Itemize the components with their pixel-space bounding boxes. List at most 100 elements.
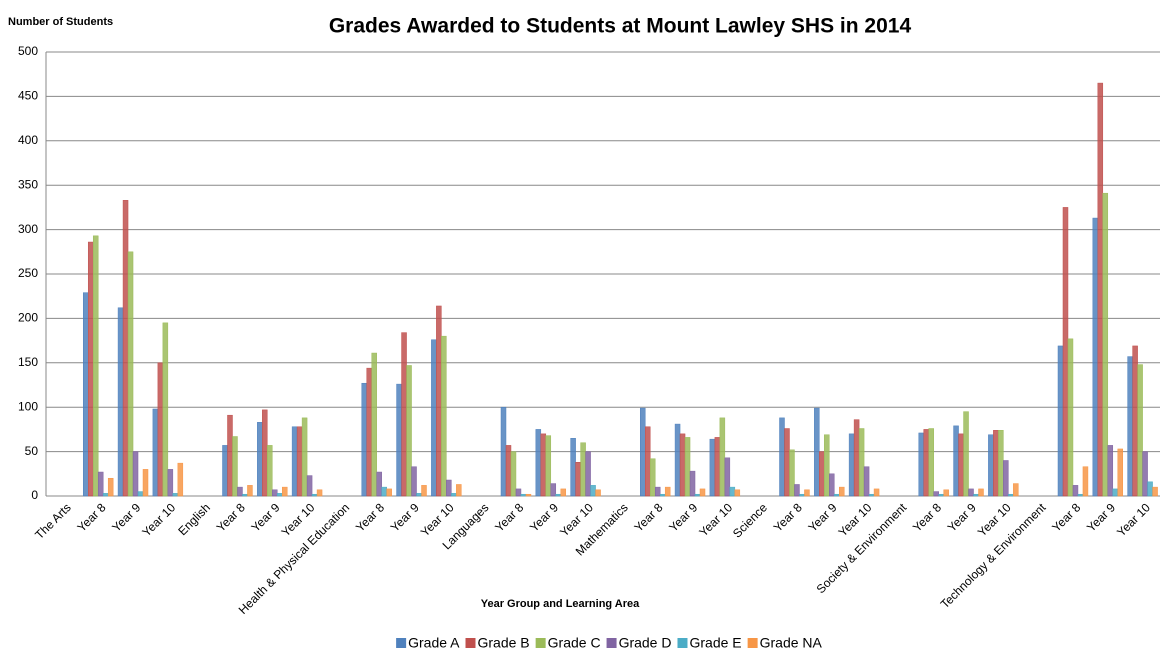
bar <box>784 428 790 497</box>
bar <box>679 433 686 497</box>
bar <box>446 479 452 497</box>
bar <box>719 417 726 497</box>
bar <box>381 486 387 497</box>
bar <box>306 475 313 497</box>
bar <box>873 488 880 497</box>
bar <box>689 470 696 497</box>
bar <box>411 466 417 497</box>
bar <box>436 305 442 497</box>
bar <box>1057 345 1064 497</box>
bar <box>267 445 273 497</box>
legend-label: Grade D <box>619 635 672 651</box>
bar <box>1117 448 1124 497</box>
bar <box>142 469 149 497</box>
bar <box>87 241 94 497</box>
bar <box>819 451 825 497</box>
bar <box>978 488 984 497</box>
legend: Grade A Grade B Grade C Grade D Grade E Grade… <box>396 635 823 651</box>
bar <box>968 488 974 497</box>
legend-label: Grade A <box>408 635 460 651</box>
bar <box>535 429 542 497</box>
bar <box>1003 460 1009 497</box>
y-axis-label: Number of Students <box>8 16 113 28</box>
bar <box>804 489 810 497</box>
bar <box>779 417 785 497</box>
bar <box>1142 451 1148 497</box>
bar <box>1112 488 1119 497</box>
bar <box>227 414 233 497</box>
bar <box>799 493 805 497</box>
bar <box>162 322 169 497</box>
bar <box>237 486 243 497</box>
bar <box>127 251 134 497</box>
bar <box>277 493 283 497</box>
bar <box>570 438 576 497</box>
bar <box>222 445 228 497</box>
bar <box>505 445 512 497</box>
bar <box>639 407 646 497</box>
bar <box>540 433 547 497</box>
bar <box>366 367 372 497</box>
bar <box>296 426 303 497</box>
bar <box>853 419 860 497</box>
bar <box>699 488 706 497</box>
bar <box>1152 486 1158 497</box>
bar <box>923 429 929 497</box>
bar <box>257 422 263 497</box>
bar <box>868 493 875 497</box>
bar <box>272 489 278 497</box>
bar <box>157 362 164 497</box>
bar <box>575 462 581 497</box>
bar <box>172 493 179 497</box>
bar <box>525 493 532 497</box>
bar <box>595 489 601 497</box>
bar <box>714 437 721 497</box>
y-tick-label: 400 <box>18 133 38 147</box>
bar <box>794 484 800 497</box>
bar <box>654 486 661 497</box>
bar <box>814 407 820 497</box>
bar <box>132 451 139 497</box>
y-tick-label: 150 <box>18 355 38 369</box>
legend-swatch <box>465 638 476 648</box>
legend-swatch <box>396 638 407 648</box>
y-tick-label: 100 <box>18 399 38 413</box>
bar <box>167 469 174 497</box>
y-tick-label: 250 <box>18 266 38 280</box>
bar <box>1008 493 1014 497</box>
bar <box>555 493 562 497</box>
bar <box>441 335 447 497</box>
legend-swatch <box>747 638 758 648</box>
bar <box>177 462 184 497</box>
y-tick-label: 200 <box>18 311 38 325</box>
bar <box>824 434 830 497</box>
bar <box>92 235 99 497</box>
legend-label: Grade C <box>548 635 601 651</box>
bar <box>1137 364 1143 497</box>
bar <box>301 417 308 497</box>
bar <box>401 332 407 497</box>
bar <box>918 432 924 497</box>
bar <box>431 339 437 497</box>
bar <box>1082 466 1089 497</box>
bar <box>998 430 1004 497</box>
bar <box>664 486 671 497</box>
bar <box>1077 493 1084 497</box>
bar <box>122 200 129 497</box>
y-tick-label: 300 <box>18 222 38 236</box>
bar <box>282 486 288 497</box>
legend-swatch <box>606 638 617 648</box>
bar <box>500 406 507 497</box>
bar <box>928 428 934 497</box>
bar <box>371 352 377 497</box>
bar <box>560 488 567 497</box>
bar <box>1067 338 1074 497</box>
bar <box>863 466 870 497</box>
bar <box>709 438 716 497</box>
bar <box>933 491 939 497</box>
bar <box>386 488 392 497</box>
y-tick-label: 500 <box>18 44 38 58</box>
bar <box>1102 192 1109 497</box>
bar <box>396 383 402 497</box>
bar <box>694 493 701 497</box>
